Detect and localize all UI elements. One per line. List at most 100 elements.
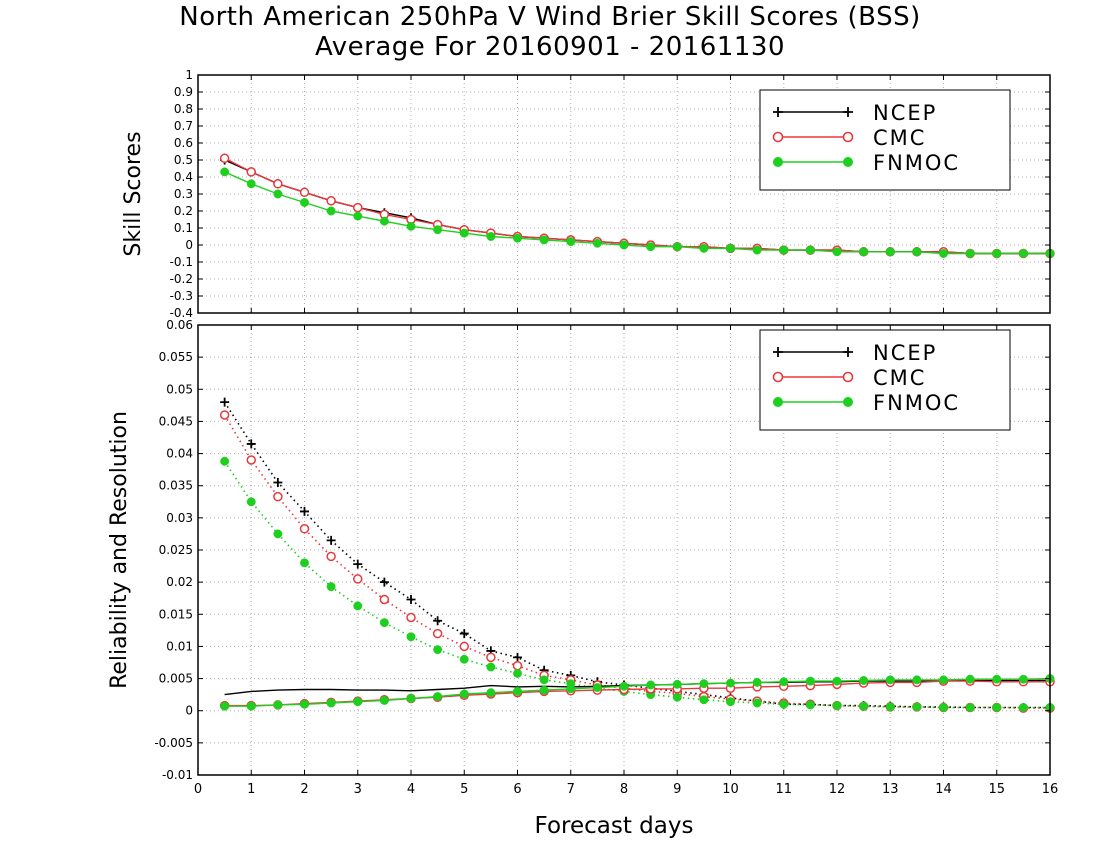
data-point-fnmoc [459,228,469,238]
y-tick-label: 0.035 [159,479,193,493]
data-point-fnmoc [1018,674,1028,684]
data-point-fnmoc [513,233,522,243]
data-point-fnmoc [779,245,789,255]
y-tick-label: 0.04 [166,447,193,461]
data-point-cmc [353,574,363,584]
data-point-fnmoc [1018,249,1028,258]
data-point-fnmoc [592,683,602,693]
data-point-fnmoc [726,697,735,707]
data-point-fnmoc [379,216,389,226]
data-point-fnmoc [752,698,762,708]
data-point-fnmoc [885,675,895,685]
data-point-fnmoc [486,662,496,672]
data-point-fnmoc [992,249,1002,258]
data-point-fnmoc [433,225,443,235]
data-point-ncep [220,397,230,407]
legend-marker-fnmoc [773,157,783,167]
series-line-ncep [223,401,1050,709]
data-point-fnmoc [965,674,975,684]
data-point-fnmoc [832,701,842,711]
series-line-cmc [223,414,1050,709]
legend-box [759,89,1011,191]
y-tick-label: -0.2 [170,272,193,286]
data-point-fnmoc [273,529,283,539]
chart-subtitle: Average For 20160901 - 20161130 [314,32,785,62]
data-point-fnmoc [619,240,629,250]
y-tick-label: 0.7 [174,119,193,133]
data-point-fnmoc [646,242,656,252]
data-point-fnmoc [406,632,416,642]
data-point-fnmoc [486,232,496,241]
x-tick-label: 1 [247,782,255,797]
y-tick-label: 0.1 [174,221,193,235]
x-tick-label: 12 [829,782,846,797]
data-point-fnmoc [805,676,815,686]
x-tick-label: 13 [882,782,899,797]
y-tick-label: 0.05 [166,382,193,396]
data-point-fnmoc [646,680,656,690]
data-point-ncep [459,629,469,639]
data-point-fnmoc [699,243,709,253]
data-point-fnmoc [459,654,469,664]
data-point-fnmoc [912,247,922,257]
data-point-cmc [406,612,416,623]
data-point-fnmoc [353,211,363,221]
data-point-ncep [406,595,416,604]
x-tick-label: 15 [988,782,1005,797]
data-point-fnmoc [965,703,975,712]
data-point-fnmoc [726,678,735,688]
x-tick-label: 4 [407,782,415,797]
data-point-ncep [300,506,309,516]
y-tick-label: -0.1 [170,255,193,269]
series-line-fnmoc [224,677,1051,707]
data-point-cmc [246,455,256,465]
x-tick-label: 7 [567,782,575,797]
data-point-fnmoc [805,245,815,255]
y-tick-label: 0.015 [159,607,193,621]
data-point-cmc [486,652,496,663]
legend-label-ncep: NCEP [873,341,937,365]
data-point-fnmoc [513,668,522,678]
data-point-fnmoc [459,689,469,699]
x-tick-label: 11 [775,782,792,797]
x-tick-label: 16 [1042,782,1059,797]
data-point-fnmoc [672,679,682,689]
legend-marker-fnmoc [843,397,853,407]
data-point-ncep [513,652,522,662]
data-point-fnmoc [939,249,948,258]
data-point-fnmoc [326,698,336,708]
data-point-fnmoc [619,681,629,691]
data-point-fnmoc [699,695,709,705]
y-tick-label: 0.045 [159,414,193,428]
frame-layer [197,74,1051,776]
data-point-ncep [433,616,443,626]
y-tick-label: 0.005 [159,672,193,686]
y-tick-label: 0.4 [174,170,193,184]
y-tick-label: 1 [185,68,193,82]
data-point-fnmoc [885,702,895,712]
legend-marker-cmc [842,371,854,383]
x-tick-label: 10 [722,782,739,797]
data-point-fnmoc [859,247,869,257]
data-point-fnmoc [566,237,576,247]
data-point-fnmoc [992,703,1002,712]
y-tick-label: 0.2 [174,204,193,218]
data-point-fnmoc [832,676,842,686]
series-line-fnmoc [223,460,1050,709]
y-tick-label: 0.025 [159,543,193,557]
x-tick-label: 9 [673,782,681,797]
data-point-fnmoc [300,699,309,709]
y-tick-label: 0.06 [166,318,193,332]
y-tick-label: 0.02 [166,575,193,589]
data-point-fnmoc [672,692,682,702]
chart-title: North American 250hPa V Wind Brier Skill… [179,2,921,32]
data-point-fnmoc [592,238,602,248]
x-tick-label: 8 [620,782,628,797]
x-tick-label: 5 [460,782,468,797]
data-point-cmc [246,167,256,177]
y-tick-label: 0 [185,704,193,718]
data-point-fnmoc [965,249,975,258]
data-point-fnmoc [699,679,709,689]
y-tick-label: 0.9 [174,85,193,99]
y-tick-label: -0.3 [170,289,193,303]
